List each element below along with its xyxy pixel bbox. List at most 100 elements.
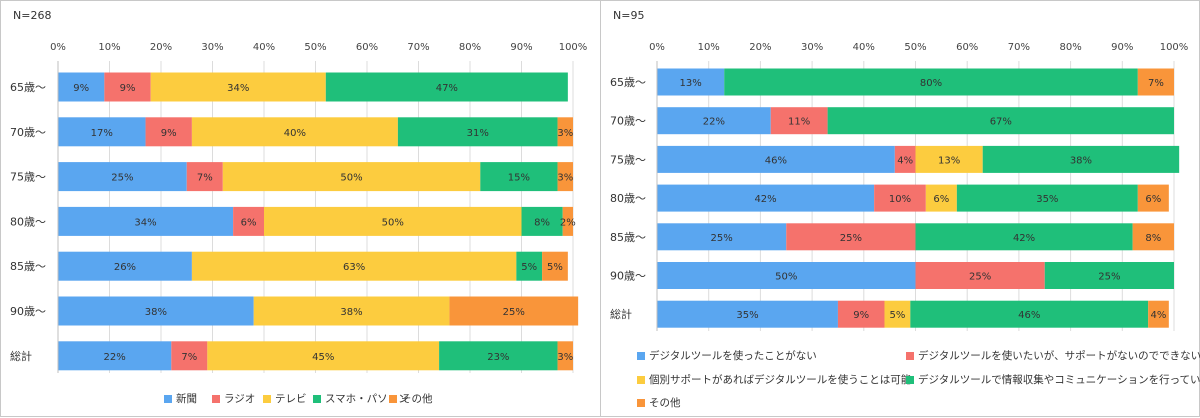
- bar-segment: [222, 162, 481, 192]
- category-label: 65歳～: [10, 81, 46, 94]
- legend-item: スマホ・パソコン: [313, 391, 409, 406]
- bar-segment: [521, 206, 563, 236]
- bar-segment: [449, 296, 579, 326]
- data-label: 9%: [120, 83, 136, 94]
- bar-segment: [874, 184, 926, 212]
- data-label: 42%: [1013, 233, 1035, 244]
- x-tick-label: 30%: [201, 42, 223, 53]
- bar-segment: [325, 72, 568, 102]
- data-label: 35%: [736, 310, 758, 321]
- legend-swatch: [906, 351, 914, 360]
- data-label: 38%: [340, 307, 362, 318]
- left-chart: 0% 10% 20% 30% 40% 50% 60% 70% 80% 90% 100% 65歳～ 9% 9…: [10, 42, 587, 373]
- data-label: 8%: [1145, 233, 1161, 244]
- bar-segment: [186, 162, 223, 192]
- data-label: 3%: [557, 173, 573, 184]
- bar-segment: [58, 206, 234, 236]
- bar-segment: [837, 300, 885, 328]
- legend-item: その他: [637, 395, 681, 410]
- category-label: 75歳～: [610, 153, 646, 166]
- category-label: 80歳～: [610, 192, 646, 205]
- legend-label: デジタルツールを使いたいが、サポートがないのでできない: [918, 350, 1200, 362]
- legend-swatch: [637, 351, 645, 360]
- x-tick-label: 10%: [98, 42, 120, 53]
- bar-segment: [253, 296, 450, 326]
- bar-segment: [557, 162, 573, 192]
- x-tick-label: 40%: [253, 42, 275, 53]
- x-tick-label: 50%: [904, 42, 926, 53]
- bar-segment: [1132, 223, 1174, 251]
- data-label: 17%: [91, 128, 113, 139]
- data-label: 6%: [241, 217, 257, 228]
- data-label: 50%: [382, 217, 404, 228]
- right-sample-size: N=95: [613, 9, 645, 22]
- data-label: 45%: [312, 352, 334, 363]
- bar-segment: [770, 107, 828, 135]
- data-label: 6%: [1145, 194, 1161, 205]
- category-label: 総計: [610, 307, 632, 321]
- bar-segment: [786, 223, 916, 251]
- data-label: 7%: [1148, 78, 1164, 89]
- x-tick-label: 80%: [459, 42, 481, 53]
- left-chart-panel: N=268 0% 10% 20% 30% 40% 50% 60% 70% 80% 90% 100% 6…: [0, 0, 601, 417]
- bar-segment: [171, 341, 208, 371]
- data-label: 22%: [703, 117, 725, 128]
- data-label: 25%: [711, 233, 733, 244]
- data-label: 50%: [775, 272, 797, 283]
- bar-segment: [827, 107, 1174, 135]
- bar-segment: [910, 300, 1149, 328]
- legend-swatch: [164, 394, 172, 403]
- bar-segment: [150, 72, 326, 102]
- bar-segment: [925, 184, 957, 212]
- legend-label: その他: [401, 393, 433, 405]
- data-label: 22%: [104, 352, 126, 363]
- x-tick-label: 60%: [956, 42, 978, 53]
- left-sample-size: N=268: [13, 9, 52, 22]
- legend-swatch: [212, 394, 220, 403]
- legend-label: 個別サポートがあればデジタルツールを使うことは可能: [649, 374, 912, 386]
- x-tick-label: 70%: [1008, 42, 1030, 53]
- bar-segment: [557, 341, 573, 371]
- data-label: 40%: [284, 128, 306, 139]
- category-label: 65歳～: [610, 76, 646, 89]
- x-tick-label: 0%: [649, 42, 665, 53]
- data-label: 2%: [560, 217, 576, 228]
- x-tick-label: 90%: [1111, 42, 1133, 53]
- legend-swatch: [906, 375, 914, 384]
- x-tick-label: 70%: [407, 42, 429, 53]
- data-label: 13%: [679, 78, 701, 89]
- bar-segment: [58, 296, 254, 326]
- bar-segment: [562, 206, 573, 236]
- bar-segment: [657, 223, 787, 251]
- bar-segment: [884, 300, 911, 328]
- bar-segment: [191, 251, 517, 281]
- legend-label: 新聞: [176, 393, 197, 405]
- data-label: 4%: [897, 155, 913, 166]
- data-label: 26%: [114, 262, 136, 273]
- x-tick-label: 20%: [150, 42, 172, 53]
- data-label: 25%: [1098, 272, 1120, 283]
- bar-segment: [724, 68, 1138, 96]
- x-tick-label: 100%: [1160, 42, 1189, 53]
- data-label: 31%: [467, 128, 489, 139]
- x-tick-label: 80%: [1059, 42, 1081, 53]
- data-label: 38%: [145, 307, 167, 318]
- bar-segment: [1148, 300, 1169, 328]
- legend-label: テレビ: [275, 393, 307, 405]
- bar-segment: [58, 251, 192, 281]
- data-label: 6%: [933, 194, 949, 205]
- data-label: 34%: [134, 217, 156, 228]
- bar-segment: [657, 107, 771, 135]
- data-label: 35%: [1036, 194, 1058, 205]
- bar-segment: [207, 341, 440, 371]
- bar-segment: [480, 162, 558, 192]
- bar-segment: [894, 145, 916, 173]
- legend-swatch: [637, 375, 645, 384]
- data-label: 4%: [1151, 310, 1167, 321]
- legend-swatch: [263, 394, 271, 403]
- bar-segment: [542, 251, 568, 281]
- data-label: 25%: [503, 307, 525, 318]
- bar-segment: [58, 72, 105, 102]
- data-label: 7%: [197, 173, 213, 184]
